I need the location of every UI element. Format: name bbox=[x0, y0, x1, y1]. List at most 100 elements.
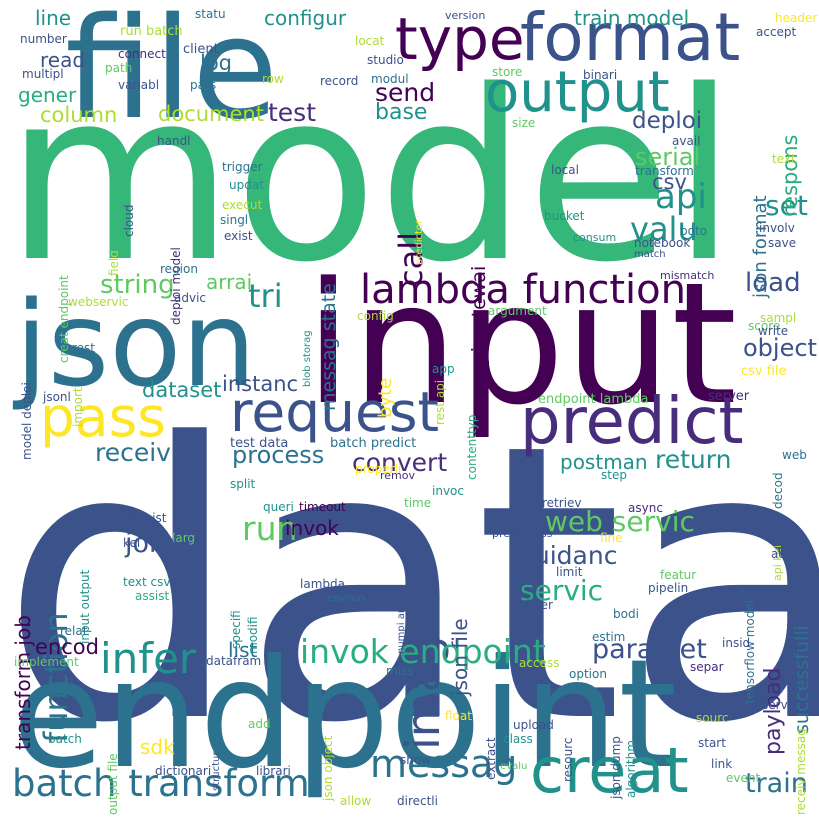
cloud-word: valu bbox=[630, 210, 698, 248]
cloud-word: csv bbox=[652, 170, 687, 194]
cloud-word: postman bbox=[560, 450, 648, 474]
cloud-word: add bbox=[248, 717, 271, 731]
cloud-word: version bbox=[445, 9, 486, 22]
cloud-word: retriev bbox=[542, 496, 582, 510]
cloud-word: consum bbox=[573, 231, 617, 244]
cloud-word: arrai bbox=[206, 270, 253, 294]
cloud-word: contenttyp bbox=[465, 414, 479, 480]
cloud-word: receiv messag bbox=[794, 728, 808, 815]
cloud-word: invok endpoint bbox=[300, 632, 546, 671]
cloud-word: sampl bbox=[760, 311, 797, 325]
cloud-word: invok bbox=[285, 516, 339, 540]
cloud-word: preprocess bbox=[492, 527, 553, 540]
cloud-word: allow bbox=[340, 794, 372, 808]
cloud-word: sourc bbox=[696, 711, 729, 725]
cloud-word: tensorflow model bbox=[743, 599, 757, 704]
cloud-word: api gatewai bbox=[468, 265, 490, 376]
cloud-word: connect bbox=[118, 47, 166, 61]
cloud-word: statu bbox=[195, 7, 226, 21]
cloud-word: region bbox=[160, 262, 198, 276]
cloud-word: send bbox=[375, 78, 436, 107]
cloud-word: bodi bbox=[613, 607, 639, 621]
cloud-word: read bbox=[40, 48, 86, 72]
cloud-word: path bbox=[105, 61, 133, 75]
cloud-word: store bbox=[492, 65, 523, 79]
cloud-word: event bbox=[726, 771, 761, 785]
cloud-word: string bbox=[100, 270, 175, 300]
cloud-word: step bbox=[601, 468, 627, 482]
cloud-word: separ bbox=[690, 660, 724, 674]
cloud-word: option bbox=[569, 667, 607, 681]
cloud-word: receiv bbox=[95, 438, 171, 467]
cloud-word: messag state bbox=[318, 283, 340, 411]
cloud-word: output bbox=[485, 60, 670, 125]
cloud-word: singl bbox=[220, 213, 249, 227]
cloud-word: header bbox=[775, 11, 818, 25]
cloud-word: queri bbox=[263, 500, 294, 514]
cloud-word: persist bbox=[126, 511, 167, 525]
cloud-word: link bbox=[711, 757, 733, 771]
cloud-word: dataset bbox=[142, 378, 222, 402]
cloud-word: kei bbox=[123, 536, 141, 550]
cloud-word: access bbox=[519, 656, 560, 670]
cloud-word: batch predict bbox=[330, 436, 417, 451]
cloud-word: job bbox=[125, 528, 167, 559]
cloud-word: rest bbox=[72, 341, 96, 355]
cloud-word: number bbox=[20, 32, 67, 46]
cloud-word: class bbox=[503, 732, 533, 746]
cloud-word: tri bbox=[248, 277, 283, 315]
cloud-word: featur bbox=[660, 568, 697, 582]
cloud-word: local bbox=[551, 163, 579, 177]
cloud-word: evalu bbox=[500, 761, 528, 772]
cloud-word: config bbox=[357, 309, 394, 323]
cloud-word: rest api bbox=[433, 379, 447, 425]
cloud-word: timeout bbox=[299, 500, 346, 514]
cloud-word: batch bbox=[48, 732, 82, 746]
cloud-word: train bbox=[745, 768, 808, 799]
cloud-word: decod bbox=[771, 472, 785, 509]
cloud-word: binari bbox=[583, 68, 618, 82]
cloud-word: run bbox=[242, 509, 298, 548]
cloud-word: transform job bbox=[11, 615, 35, 750]
cloud-word: batch transform bbox=[12, 762, 310, 805]
cloud-word: studio bbox=[367, 53, 404, 67]
cloud-word: properli bbox=[355, 462, 402, 476]
cloud-word: miss bbox=[386, 664, 414, 678]
cloud-word: serv bbox=[762, 698, 788, 712]
cloud-word: blob storag bbox=[302, 330, 313, 387]
cloud-word: client bbox=[183, 42, 219, 57]
cloud-word: successfulli bbox=[791, 625, 813, 734]
cloud-word: assist bbox=[135, 589, 170, 603]
cloud-word: filter bbox=[525, 598, 553, 612]
cloud-word: avail bbox=[672, 134, 701, 148]
cloud-word: json bbox=[15, 275, 257, 413]
cloud-word: save bbox=[768, 236, 797, 250]
cloud-word: train model bbox=[574, 6, 690, 30]
cloud-word: librari bbox=[256, 764, 291, 778]
cloud-word: lambda bbox=[300, 577, 345, 591]
cloud-word: predict bbox=[520, 385, 744, 459]
cloud-word: remov bbox=[380, 469, 416, 482]
cloud-word: column bbox=[40, 103, 118, 127]
cloud-word: directli bbox=[397, 794, 438, 808]
cloud-word: record bbox=[320, 74, 359, 88]
cloud-word: text bbox=[772, 152, 796, 166]
cloud-word: text csv bbox=[123, 575, 171, 589]
cloud-word: match bbox=[634, 249, 666, 260]
cloud-word: size bbox=[512, 116, 536, 130]
cloud-word: log bbox=[200, 51, 233, 75]
cloud-word: resourc bbox=[561, 737, 575, 782]
cloud-word: test bbox=[268, 98, 317, 127]
cloud-word: app bbox=[432, 362, 455, 376]
cloud-word: algorithm bbox=[624, 740, 638, 798]
cloud-word: gener bbox=[18, 83, 77, 107]
cloud-word: time bbox=[404, 496, 432, 510]
cloud-word: paramet bbox=[592, 634, 707, 665]
cloud-word: fine bbox=[600, 531, 623, 545]
cloud-word: relat bbox=[60, 624, 88, 638]
cloud-word: cloud bbox=[122, 204, 136, 238]
cloud-word: score bbox=[748, 319, 781, 333]
cloud-word: updat bbox=[229, 178, 264, 192]
cloud-word: write bbox=[758, 324, 789, 338]
cloud-word: handl bbox=[157, 134, 191, 148]
